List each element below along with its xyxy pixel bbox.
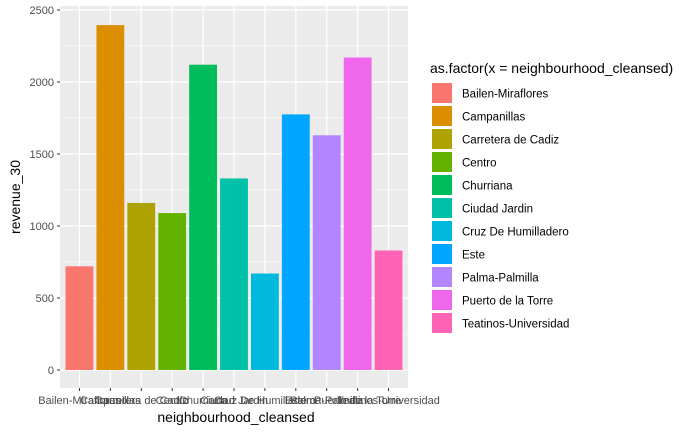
- legend-label: Carretera de Cadiz: [462, 135, 559, 147]
- x-axis-title: neighbourhood_cleansed: [157, 409, 314, 425]
- legend-swatch: [432, 152, 452, 172]
- legend-swatch: [432, 175, 452, 195]
- legend-swatch: [432, 221, 452, 241]
- legend-label: Centro: [462, 158, 497, 170]
- bar-ciudad-jardin: [220, 178, 248, 370]
- legend-label: Palma-Palmilla: [462, 273, 539, 285]
- x-tick-label: Teatinos-Universidad: [337, 395, 440, 407]
- legend-label: Churriana: [462, 181, 513, 193]
- y-tick-label: 2500: [30, 5, 54, 17]
- x-tick-label: Centro: [156, 395, 189, 407]
- legend: as.factor(x = neighbourhood_cleansed) Ba…: [430, 60, 673, 333]
- legend-swatch: [432, 106, 452, 126]
- legend-swatch: [432, 83, 452, 103]
- legend-swatch: [432, 290, 452, 310]
- bars: [65, 25, 403, 371]
- bar-carretera-de-cadiz: [127, 202, 156, 370]
- x-tick-label: Cruz De Humilladero: [214, 395, 316, 407]
- bar-campanillas: [96, 25, 125, 371]
- legend-label: Campanillas: [462, 112, 526, 124]
- legend-swatch: [432, 129, 452, 149]
- x-tick-label: Palma-Palmilla: [290, 395, 364, 407]
- legend-label: Puerto de la Torre: [462, 296, 553, 308]
- bar-centro: [158, 213, 187, 370]
- bar-churriana: [189, 64, 217, 370]
- legend-title: as.factor(x = neighbourhood_cleansed): [430, 60, 673, 76]
- y-tick-label: 500: [36, 293, 54, 305]
- bar-teatinos-universidad: [374, 250, 403, 370]
- legend-label: Ciudad Jardin: [462, 204, 533, 216]
- x-tick-label: Este: [285, 395, 307, 407]
- bar-cruz-de-humilladero: [251, 273, 279, 370]
- y-tick-label: 0: [48, 365, 54, 377]
- bar-este: [281, 114, 310, 371]
- legend-label: Este: [462, 250, 485, 262]
- x-tick-label: Campanillas: [80, 395, 141, 407]
- legend-swatch: [432, 313, 452, 333]
- x-tick-label: Ciudad Jardin: [200, 395, 268, 407]
- legend-swatch: [432, 244, 452, 264]
- legend-label: Teatinos-Universidad: [462, 319, 569, 331]
- x-tick-label: Puerto de la Torre: [314, 395, 401, 407]
- y-tick-label: 1500: [30, 149, 54, 161]
- y-axis-title: revenue_30: [7, 160, 23, 234]
- bar-palma-palmilla: [312, 135, 341, 370]
- y-tick-label: 1000: [30, 221, 54, 233]
- bar-puerto-de-la-torre: [343, 57, 372, 371]
- legend-swatch: [432, 198, 452, 218]
- x-tick-label: Bailen-Miraflores: [38, 395, 121, 407]
- legend-label: Cruz De Humilladero: [462, 227, 569, 239]
- legend-label: Bailen-Miraflores: [462, 89, 549, 101]
- y-tick-label: 2000: [30, 77, 54, 89]
- y-axis: 0 500 1000 1500 2000 2500: [30, 5, 60, 377]
- x-tick-label: Churriana: [179, 395, 228, 407]
- legend-swatch: [432, 267, 452, 287]
- x-tick-label: Carretera de Cadiz: [95, 395, 188, 407]
- bar-bailen-miraflores: [65, 266, 94, 370]
